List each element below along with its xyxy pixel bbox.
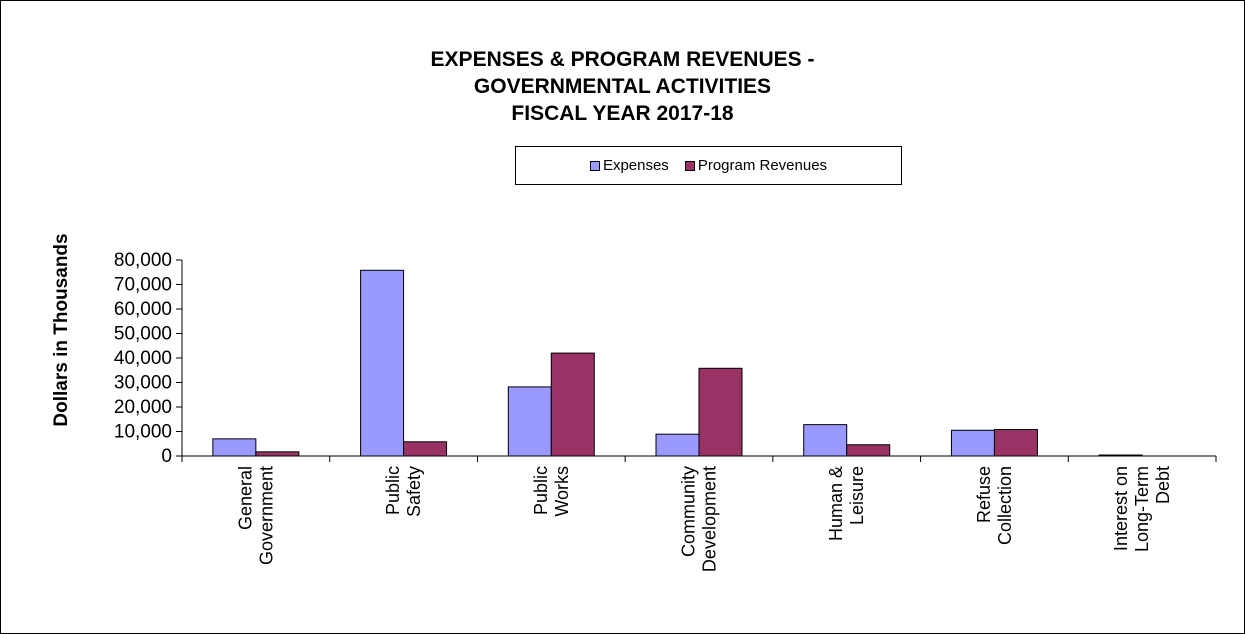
x-category-label-line: Safety (404, 466, 424, 517)
chart-axes (176, 259, 1217, 462)
x-category-label-line: Works (552, 466, 572, 517)
chart-title: EXPENSES & PROGRAM REVENUES - GOVERNMENT… (0, 46, 1245, 127)
y-tick-label: 30,000 (114, 373, 172, 394)
bar-expenses (212, 438, 257, 457)
bar-program-revenues (403, 441, 448, 457)
legend-swatch-expenses (589, 160, 600, 171)
x-category-label-line: Human & (826, 466, 846, 541)
x-category-label: Refuse Collection (974, 466, 1015, 545)
bar-program-revenues (993, 429, 1038, 457)
chart-title-line-2: GOVERNMENTAL ACTIVITIES (473, 75, 772, 98)
legend-item-program-revenues: Program Revenues (684, 157, 828, 174)
bar-expenses (803, 424, 848, 457)
bar-expenses (507, 386, 552, 457)
x-category-label: Human & Leisure (826, 466, 867, 541)
x-category-label-line: Interest on (1111, 466, 1131, 551)
chart-title-line-3: FISCAL YEAR 2017-18 (511, 102, 734, 125)
x-category-label-line: Long-Term (1132, 466, 1152, 552)
x-category-label-line: Government (256, 466, 276, 565)
chart-labels: 0 10,000 20,000 30,000 40,000 50,000 60,000 70,… (114, 250, 1173, 572)
x-category-label-line: General (235, 466, 255, 530)
bar-expenses (360, 269, 405, 457)
x-category-label: General Government (235, 466, 276, 565)
chart-bars (212, 269, 1143, 457)
legend-label-expenses: Expenses (602, 157, 669, 174)
y-tick-label: 20,000 (114, 397, 172, 418)
bar-program-revenues (550, 352, 595, 457)
bar-expenses (1098, 454, 1143, 457)
legend-label-program-revenues: Program Revenues (697, 157, 828, 174)
bar-program-revenues (846, 444, 891, 457)
x-category-label: Public Works (531, 466, 572, 517)
x-category-label-line: Debt (1153, 466, 1173, 504)
bar-expenses (950, 429, 995, 457)
chart-title-line-1: EXPENSES & PROGRAM REVENUES - (430, 48, 815, 71)
x-category-label-line: Public (383, 466, 403, 515)
x-category-label: Interest on Long-Term Debt (1111, 466, 1173, 552)
y-tick-label: 40,000 (114, 348, 172, 369)
x-category-label: Community Development (679, 466, 720, 572)
bar-program-revenues (698, 367, 743, 457)
x-category-label: Public Safety (383, 466, 424, 517)
y-tick-label: 50,000 (114, 324, 172, 345)
legend-item-expenses: Expenses (589, 157, 669, 174)
y-tick-label: 10,000 (114, 422, 172, 443)
y-tick-label: 80,000 (114, 250, 172, 271)
x-category-label-line: Leisure (847, 466, 867, 525)
y-tick-label: 0 (161, 446, 172, 467)
y-tick-label: 70,000 (114, 275, 172, 296)
x-category-label-line: Public (531, 466, 551, 515)
x-category-label-line: Development (700, 466, 720, 572)
y-tick-label: 60,000 (114, 299, 172, 320)
y-axis-label: Dollars in Thousands (51, 233, 72, 426)
bar-program-revenues (255, 451, 300, 457)
legend-swatch-program-revenues (684, 160, 695, 171)
x-category-label-line: Collection (995, 466, 1015, 545)
x-category-label-line: Refuse (974, 466, 994, 523)
bar-expenses (655, 433, 700, 457)
chart-legend: Expenses Program Revenues (515, 146, 902, 185)
x-category-label-line: Community (679, 466, 699, 557)
